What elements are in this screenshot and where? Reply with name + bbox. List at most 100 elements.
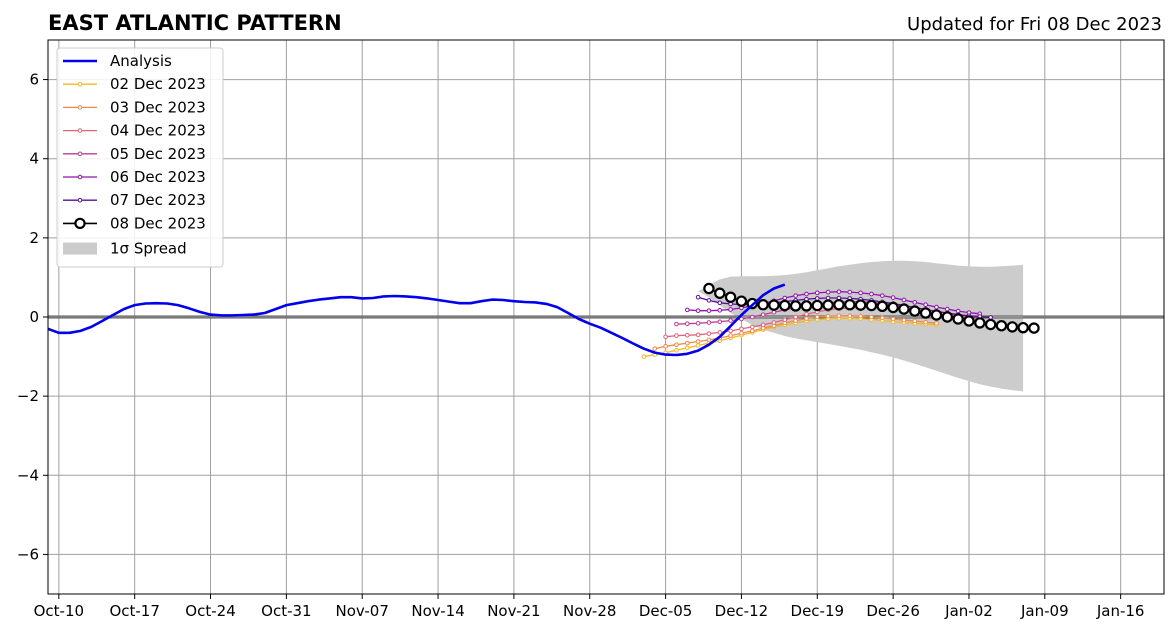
series-point: [955, 308, 961, 314]
series-point: [706, 320, 712, 325]
series-point: [1017, 321, 1029, 334]
series-point: [934, 304, 939, 310]
series-point: [858, 313, 863, 319]
series-point: [728, 328, 733, 334]
series-point: [1006, 321, 1019, 333]
x-tick-label: Nov-07: [336, 602, 389, 620]
series-point: [706, 308, 712, 313]
x-axis: Oct-10 Oct-17 Oct-24 Oct-31 Nov-07 Nov-14 Nov-…: [34, 594, 1144, 620]
legend-box: [56, 47, 224, 268]
series-point: [714, 287, 726, 299]
legend-swatch-spread: [63, 242, 97, 255]
legend-label-spread: 1σ Spread: [110, 240, 187, 258]
series-point: [974, 317, 986, 329]
y-tick-label: 4: [29, 150, 39, 168]
y-tick-label: 2: [29, 229, 39, 247]
legend-marker: [77, 105, 83, 110]
series-point: [814, 296, 820, 301]
series-point: [934, 321, 939, 326]
x-tick-label: Oct-17: [109, 602, 159, 620]
chart-subtitle: Updated for Fri 08 Dec 2023: [907, 14, 1162, 35]
series-point: [879, 315, 885, 321]
series-point: [941, 311, 954, 323]
series-point: [804, 311, 809, 317]
series-point: [779, 299, 791, 312]
y-tick-label: 6: [29, 71, 39, 89]
series-point: [728, 307, 733, 312]
series-point: [984, 318, 997, 331]
series-point: [674, 342, 679, 348]
series-point: [717, 319, 723, 325]
series-point: [684, 340, 690, 346]
y-axis: −6 −4 −2 0 2 4 6: [17, 71, 48, 563]
series-point: [814, 290, 820, 296]
series-point: [836, 313, 842, 319]
series-point: [1028, 322, 1040, 334]
series-point: [804, 316, 809, 321]
series-point: [771, 320, 777, 325]
series-point: [825, 289, 831, 295]
series-point: [963, 315, 975, 327]
series-point: [901, 297, 907, 303]
series-point: [684, 345, 690, 351]
series-point: [865, 299, 878, 312]
series-point: [771, 309, 777, 315]
legend: Analysis 02 Dec 2023 03 Dec 2023 04 Dec 202…: [56, 47, 224, 268]
series-point: [695, 308, 701, 313]
series-point: [789, 300, 802, 312]
x-tick-label: Jan-02: [944, 602, 993, 620]
series-point: [919, 307, 932, 319]
series-point: [847, 289, 853, 295]
series-point: [717, 300, 723, 306]
legend-label: 07 Dec 2023: [110, 191, 206, 209]
series-point: [674, 347, 679, 353]
series-point: [684, 321, 690, 327]
series-point: [663, 334, 668, 340]
x-tick-label: Dec-19: [791, 602, 845, 620]
series-point: [782, 317, 788, 323]
series-point: [663, 343, 668, 349]
series-point: [717, 330, 723, 335]
series-point: [749, 328, 755, 334]
series-point: [782, 295, 788, 301]
series-point: [822, 299, 834, 311]
series-line: [643, 317, 937, 358]
series-point: [728, 318, 733, 323]
series-point: [800, 300, 813, 312]
series-point: [695, 343, 701, 348]
y-tick-label: −4: [17, 466, 39, 484]
series-point: [988, 315, 993, 320]
x-tick-label: Dec-26: [866, 602, 920, 620]
legend-label: 02 Dec 2023: [110, 75, 206, 93]
chart-title: EAST ATLANTIC PATTERN: [48, 11, 342, 35]
series-point: [836, 289, 842, 294]
series-point: [695, 332, 701, 338]
series-point: [825, 295, 831, 301]
series-point: [890, 295, 896, 300]
legend-label: 06 Dec 2023: [110, 168, 206, 186]
series-point: [814, 314, 820, 320]
series-point: [912, 300, 918, 305]
series-point: [652, 346, 658, 351]
series-point: [717, 307, 723, 313]
series-point: [890, 316, 896, 322]
series-point: [684, 307, 690, 313]
series-point: [695, 339, 701, 344]
series-point: [876, 300, 888, 313]
legend-marker: [77, 174, 83, 180]
y-tick-label: 0: [29, 308, 39, 326]
series-point: [825, 313, 831, 319]
series-point: [706, 331, 712, 336]
series-point: [695, 294, 701, 300]
series-point: [793, 314, 798, 320]
series-point: [847, 313, 853, 319]
x-tick-label: Dec-12: [715, 602, 769, 620]
series-point: [793, 293, 798, 298]
series-point: [833, 299, 845, 311]
series-point: [869, 314, 874, 320]
spread-area: [698, 260, 1024, 392]
analysis-line: [48, 283, 786, 357]
series-point: [945, 306, 950, 312]
x-tick-label: Oct-10: [34, 602, 84, 620]
